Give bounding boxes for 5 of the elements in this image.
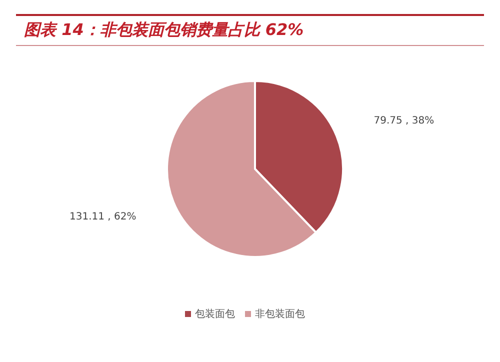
chart-title: 图表 14：非包装面包销费量占比 62%: [16, 14, 484, 46]
data-label: 79.75 , 38%: [374, 116, 434, 127]
data-label: 131.11 , 62%: [69, 211, 136, 222]
legend-label: 包装面包: [195, 309, 235, 320]
legend-label: 非包装面包: [255, 309, 305, 320]
